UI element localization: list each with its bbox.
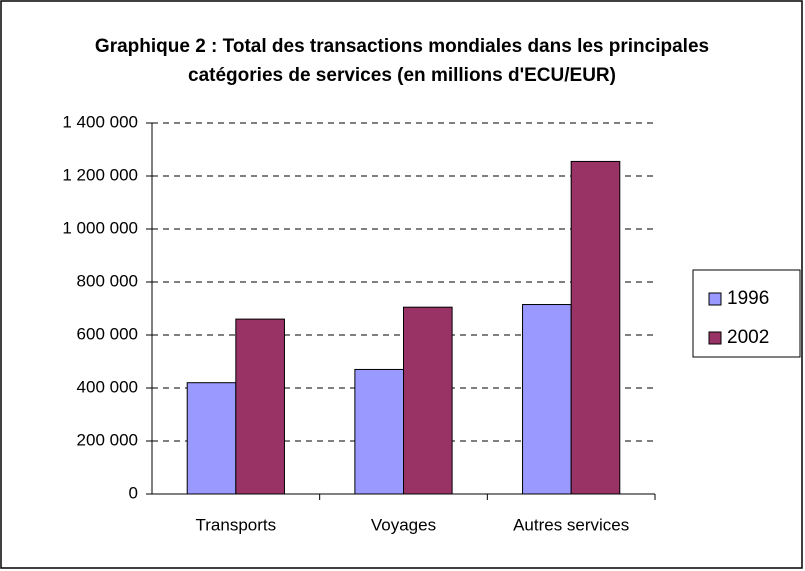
bar [354,368,405,495]
y-tick-label: 0 [129,483,138,502]
y-tick-label: 1 000 000 [62,218,138,237]
x-tick-label: Voyages [371,515,436,534]
bar [570,160,621,495]
y-tick-label: 800 000 [77,271,138,290]
bar [186,382,237,495]
chart-title: catégories de services (en millions d'EC… [188,65,616,86]
legend-swatch [708,292,722,306]
bar [522,304,572,495]
y-tick-label: 1 200 000 [62,165,138,184]
bar [235,318,285,495]
legend-label: 2002 [727,327,769,348]
x-tick-label: Transports [196,515,277,534]
y-tick-label: 1 400 000 [62,112,138,131]
bar [403,306,453,495]
legend-label: 1996 [727,288,769,309]
y-tick-label: 400 000 [77,377,138,396]
x-tick-label: Autres services [513,515,629,534]
y-tick-label: 200 000 [77,430,138,449]
chart-title: Graphique 2 : Total des transactions mon… [95,36,709,57]
legend-swatch [708,331,722,345]
y-tick-label: 600 000 [77,324,138,343]
